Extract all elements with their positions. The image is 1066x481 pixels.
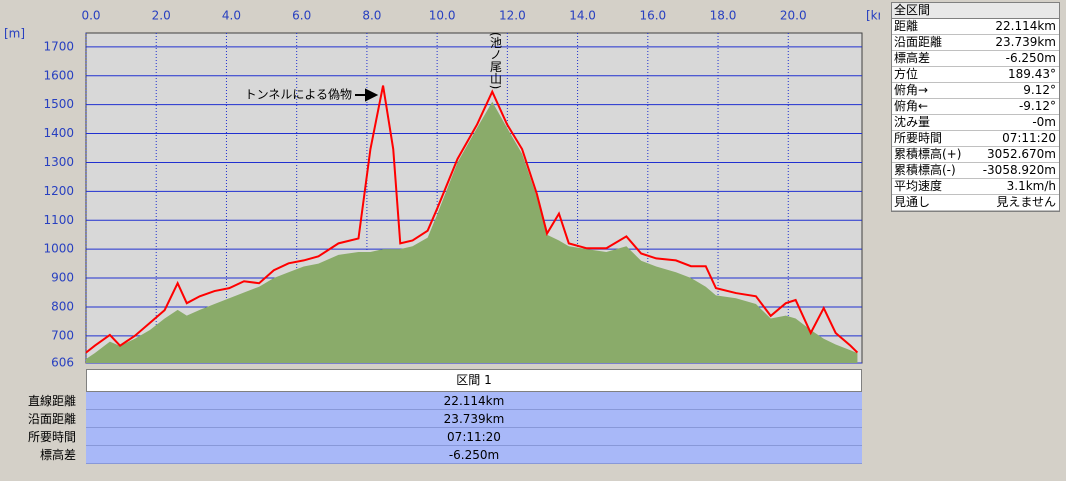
row-value: 22.114km (995, 19, 1056, 33)
y-tick-label: 606 (51, 356, 74, 369)
row-label: 平均速度 (894, 179, 943, 193)
row-value: 23.739km (995, 35, 1056, 49)
table-row: 沿面距離 23.739km (0, 410, 862, 428)
y-tick-label: 900 (51, 271, 74, 285)
row-label: 累積標高(+) (894, 147, 962, 161)
x-tick-label: 18.0 (710, 9, 737, 23)
panel-row: 方位 189.43° (892, 67, 1059, 83)
row-label: 直線距離 (27, 394, 76, 408)
panel-row: 距離 22.114km (892, 19, 1059, 35)
row-label: 見通し (894, 195, 931, 209)
row-value: -6.250m (1005, 51, 1056, 65)
panel-row: 累積標高(-) -3058.920m (892, 163, 1059, 179)
row-label: 俯角→ (894, 83, 929, 97)
y-tick-label: 1400 (43, 126, 74, 140)
panel-row: 俯角← -9.12° (892, 99, 1059, 115)
panel-row: 所要時間 07:11:20 (892, 131, 1059, 147)
row-value: 07:11:20 (86, 428, 862, 446)
y-tick-label: 1500 (43, 97, 74, 111)
row-value: -0m (1032, 115, 1056, 129)
x-tick-label: 20.0 (780, 9, 807, 23)
annotation: (池ノ尾山) (489, 32, 503, 89)
x-tick-label: 14.0 (569, 9, 596, 23)
row-value: 見えません (996, 195, 1056, 209)
track-line (85, 85, 859, 354)
y-tick-label: 700 (51, 328, 74, 342)
x-unit: [km] (866, 9, 880, 23)
row-label: 標高差 (39, 448, 76, 462)
row-value: 189.43° (1008, 67, 1056, 81)
x-tick-label: 12.0 (499, 9, 526, 23)
row-label: 沿面距離 (27, 412, 76, 426)
y-tick-label: 800 (51, 299, 74, 313)
panel-row: 俯角→ 9.12° (892, 83, 1059, 99)
panel-row: 沈み量 -0m (892, 115, 1059, 131)
row-value: 9.12° (1023, 83, 1056, 97)
y-tick-label: 1300 (43, 155, 74, 169)
panel-row: 平均速度 3.1km/h (892, 179, 1059, 195)
y-tick-label: 1200 (43, 184, 74, 198)
x-tick-label: 2.0 (152, 9, 171, 23)
x-tick-label: 8.0 (362, 9, 381, 23)
row-value: 3052.670m (987, 147, 1056, 161)
y-unit: [m] (4, 27, 25, 41)
row-value: 23.739km (86, 410, 862, 428)
y-tick-label: 1000 (43, 242, 74, 256)
x-tick-label: 10.0 (429, 9, 456, 23)
row-value: 22.114km (86, 392, 862, 410)
row-label: 方位 (894, 67, 919, 81)
x-tick-label: 6.0 (292, 9, 311, 23)
section-header: 区間 1 (86, 369, 862, 392)
row-label: 沈み量 (894, 115, 931, 129)
y-tick-label: 1600 (43, 68, 74, 82)
panel-title: 全区間 (892, 3, 1059, 19)
panel-row: 標高差 -6.250m (892, 51, 1059, 67)
annotation-arrow (355, 88, 379, 102)
summary-panel: 全区間 距離 22.114km 沿面距離 23.739km 標高差 -6.250m 方位 189… (891, 2, 1060, 212)
chart: [m] [km] 606 700 800 900 1000 1100 1200 1300 140… (4, 9, 880, 369)
table-row: 直線距離 22.114km (0, 392, 862, 410)
row-label: 沿面距離 (894, 35, 943, 49)
x-tick-label: 4.0 (222, 9, 241, 23)
elevation-area (86, 101, 858, 363)
x-tick-label: 16.0 (639, 9, 666, 23)
panel-row: 沿面距離 23.739km (892, 35, 1059, 51)
y-tick-label: 1100 (43, 213, 74, 227)
annotation: トンネルによる偽物 (245, 88, 352, 102)
row-label: 累積標高(-) (894, 163, 956, 177)
row-value: 3.1km/h (1006, 179, 1056, 193)
row-label: 距離 (894, 19, 919, 33)
table-row: 所要時間 07:11:20 (0, 428, 862, 446)
row-label: 標高差 (894, 51, 931, 65)
y-tick-label: 1700 (43, 39, 74, 53)
row-label: 所要時間 (27, 430, 76, 444)
row-value: 07:11:20 (1002, 131, 1056, 145)
x-tick-label: 0.0 (81, 9, 100, 23)
table-row: 標高差 -6.250m (0, 446, 862, 464)
section-table: 直線距離 22.114km 沿面距離 23.739km 所要時間 07:11:20 標高差 -… (0, 392, 862, 464)
row-value: -6.250m (86, 446, 862, 464)
panel-row: 見通し 見えません (892, 195, 1059, 211)
row-value: -9.12° (1018, 99, 1056, 113)
row-value: -3058.920m (982, 163, 1056, 177)
panel-row: 累積標高(+) 3052.670m (892, 147, 1059, 163)
row-label: 俯角← (894, 99, 929, 113)
row-label: 所要時間 (894, 131, 943, 145)
